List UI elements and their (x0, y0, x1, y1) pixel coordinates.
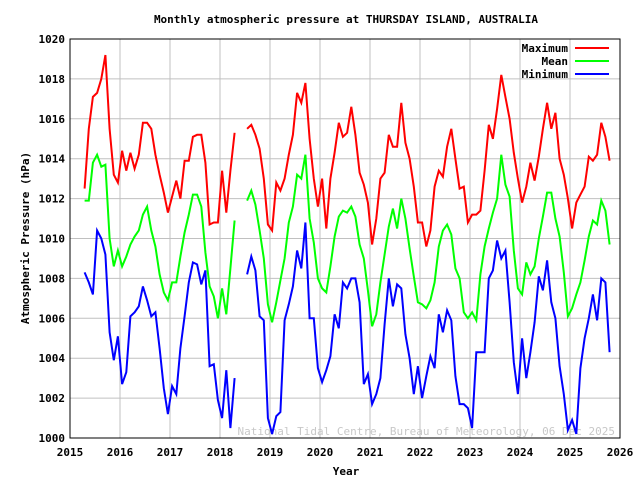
y-axis-label: Atmospheric Pressure (hPa) (19, 152, 32, 324)
x-tick-label: 2025 (557, 446, 584, 459)
x-tick-label: 2019 (257, 446, 284, 459)
y-tick-label: 1006 (39, 312, 66, 325)
plot-frame (69, 38, 621, 439)
y-tick-label: 1004 (39, 352, 66, 365)
y-tick-label: 1018 (39, 73, 66, 86)
x-tick-label: 2021 (357, 446, 384, 459)
x-tick-label: 2026 (607, 446, 634, 459)
y-tick-label: 1012 (39, 193, 66, 206)
x-tick-label: 2016 (107, 446, 134, 459)
legend-label-minimum: Minimum (522, 68, 569, 81)
x-axis-label: Year (333, 465, 360, 478)
x-tick-label: 2018 (207, 446, 234, 459)
series-line-maximum (83, 54, 611, 247)
legend-label-mean: Mean (542, 55, 569, 68)
y-tick-label: 1014 (39, 153, 66, 166)
x-tick-label: 2015 (57, 446, 84, 459)
x-tick-label: 2017 (157, 446, 184, 459)
y-tick-label: 1002 (39, 392, 66, 405)
y-tick-label: 1000 (39, 432, 66, 445)
x-tick-label: 2023 (457, 446, 484, 459)
y-tick-label: 1010 (39, 233, 66, 246)
y-tick-label: 1008 (39, 272, 66, 285)
legend-label-maximum: Maximum (522, 42, 569, 55)
credit-watermark: National Tidal Centre, Bureau of Meteoro… (238, 425, 616, 438)
series-line-mean (84, 152, 611, 327)
x-tick-label: 2022 (407, 446, 434, 459)
y-tick-label: 1020 (39, 33, 66, 46)
y-tick-label: 1016 (39, 113, 66, 126)
series-lines (83, 54, 611, 435)
chart-title: Monthly atmospheric pressure at THURSDAY… (154, 13, 538, 26)
y-tick-labels: 1000 1002 1004 1006 1008 1010 1012 1014 1016 1018… (39, 33, 66, 445)
x-tick-label: 2024 (507, 446, 534, 459)
x-tick-labels: 2015 2016 2017 2018 2019 2020 2021 2022 2023 2024… (57, 446, 634, 459)
x-tick-label: 2020 (307, 446, 334, 459)
series-line-minimum (83, 222, 611, 435)
